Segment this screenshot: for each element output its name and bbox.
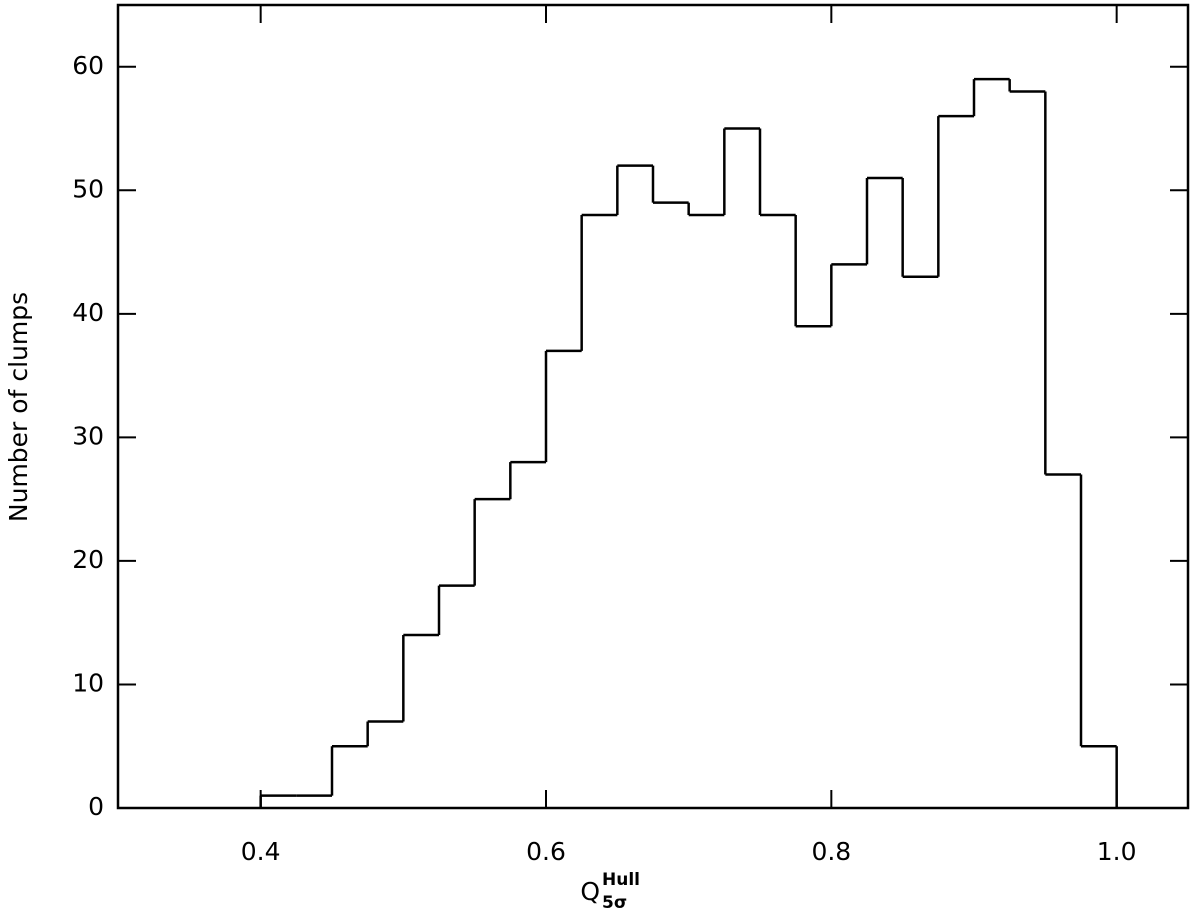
y-tick-label: 40 xyxy=(72,298,104,327)
y-tick-label: 20 xyxy=(72,545,104,574)
x-tick-label: 0.6 xyxy=(526,837,566,866)
x-axis-label-sub: 5σ xyxy=(602,893,627,913)
y-tick-label: 0 xyxy=(88,792,104,821)
y-tick-label: 60 xyxy=(72,51,104,80)
x-tick-label: 0.8 xyxy=(811,837,851,866)
x-axis-label: Q xyxy=(580,877,600,906)
plot-frame xyxy=(116,3,1190,810)
x-tick-label: 1.0 xyxy=(1097,837,1137,866)
y-tick-label: 10 xyxy=(72,668,104,697)
x-tick-label: 0.4 xyxy=(241,837,281,866)
y-tick-label: 50 xyxy=(72,174,104,203)
y-tick-label: 30 xyxy=(72,421,104,450)
y-axis-label: Number of clumps xyxy=(4,292,33,522)
x-axis-label-sup: Hull xyxy=(602,870,640,890)
